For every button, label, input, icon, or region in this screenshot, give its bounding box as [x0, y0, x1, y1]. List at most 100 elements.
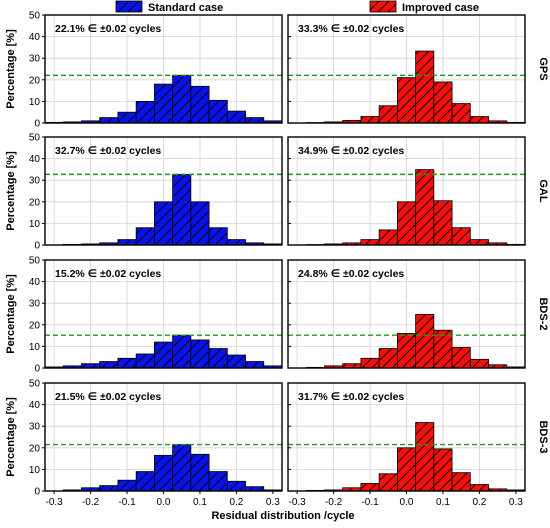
histogram-bar-hatch: [172, 75, 191, 123]
panel-bds-2-improved: 24.8% ∈ ±0.02 cycles BDS-2: [287, 259, 549, 369]
x-tick-label: 0.1: [193, 497, 207, 508]
y-tick-label: 40: [29, 32, 41, 43]
histogram-bar-hatch: [99, 485, 118, 491]
histogram-bar-hatch: [227, 481, 246, 491]
legend-swatch-hatch: [370, 1, 396, 12]
histogram-bar-hatch: [172, 335, 191, 368]
y-tick-label: 20: [29, 197, 41, 208]
histogram-bar-hatch: [397, 333, 416, 368]
histogram-bar-hatch: [154, 342, 173, 368]
panel-frame: [44, 14, 283, 124]
y-tick-label: 10: [29, 465, 41, 476]
y-tick-label: 30: [29, 422, 41, 433]
histogram-bar-hatch: [209, 227, 228, 245]
histogram-bar-hatch: [488, 364, 507, 368]
histogram-bar-hatch: [433, 200, 453, 245]
panel-annotation: 33.3% ∈ ±0.02 cycles: [298, 23, 404, 35]
histogram-bar-hatch: [342, 363, 361, 368]
y-tick-label: 50: [29, 133, 41, 144]
histogram-bar-hatch: [452, 227, 471, 245]
y-tick-label: 10: [29, 97, 41, 108]
histogram-bar-hatch: [379, 229, 398, 245]
legend-label: Improved case: [402, 2, 479, 14]
histogram-bar-hatch: [154, 201, 173, 245]
legend-item-improved: Improved case: [369, 0, 479, 14]
histogram-bar-hatch: [342, 242, 361, 245]
legend-label: Standard case: [148, 2, 223, 14]
y-tick-label: 0: [34, 119, 40, 130]
histogram-bar-hatch: [190, 339, 210, 368]
y-axis-label: Percentage [%]: [5, 29, 17, 109]
x-tick-label: -0.1: [361, 497, 379, 508]
histogram-bar-hatch: [415, 314, 434, 368]
x-tick-label: 0.3: [509, 497, 523, 508]
panel-gal-standard: 32.7% ∈ ±0.02 cycles 0 10 20 30 40 50 Percentag…: [5, 133, 283, 252]
histogram-bar-hatch: [415, 51, 434, 123]
histogram-bar-hatch: [470, 484, 489, 491]
histogram-bar-hatch: [360, 239, 380, 245]
panel-annotation: 15.2% ∈ ±0.02 cycles: [55, 268, 161, 280]
y-tick-label: 0: [34, 241, 40, 252]
x-tick-label: 0.0: [157, 497, 171, 508]
histogram-bar-hatch: [209, 100, 228, 123]
panel-bds-3-standard: 21.5% ∈ ±0.02 cycles 0 10 20 30 40 50 Percentag…: [5, 379, 283, 508]
histogram-bar-hatch: [136, 353, 155, 368]
y-tick-label: 20: [29, 443, 41, 454]
x-axis-label: Residual distribution /cycle: [211, 510, 354, 522]
histogram-bar-hatch: [342, 120, 361, 123]
y-tick-label: 30: [29, 54, 41, 65]
panel-frame: [287, 136, 526, 246]
panel-bds-3-improved: 31.7% ∈ ±0.02 cycles BDS-3 -0.3 -0.2 -0.1 0.0…: [287, 382, 549, 508]
x-tick-label: 0.0: [400, 497, 414, 508]
x-tick-label: -0.2: [82, 497, 100, 508]
histogram-bar-hatch: [117, 480, 137, 491]
histogram-bar-hatch: [397, 201, 416, 245]
histogram-bar-hatch: [227, 239, 246, 245]
x-tick-label: -0.2: [325, 497, 343, 508]
panel-annotation: 21.5% ∈ ±0.02 cycles: [55, 391, 161, 403]
y-tick-label: 40: [29, 277, 41, 288]
panel-annotation: 22.1% ∈ ±0.02 cycles: [55, 23, 161, 35]
y-axis-label: Percentage [%]: [5, 151, 17, 231]
histogram-bar-hatch: [136, 471, 155, 491]
system-label: GAL: [537, 179, 549, 203]
y-tick-label: 0: [34, 364, 40, 375]
histogram-bar-hatch: [154, 455, 173, 491]
system-label: GPS: [537, 57, 549, 80]
y-tick-label: 10: [29, 342, 41, 353]
y-tick-label: 30: [29, 299, 41, 310]
histogram-bar-hatch: [415, 169, 434, 245]
y-tick-label: 50: [29, 256, 41, 267]
histogram-bar-hatch: [263, 365, 282, 368]
histogram-bar-hatch: [245, 361, 264, 368]
histogram-bar-hatch: [470, 239, 489, 245]
histogram-bar-hatch: [379, 473, 398, 491]
histogram-bar-hatch: [488, 120, 507, 123]
panel-frame: [44, 259, 283, 369]
legend-swatch-hatch: [116, 1, 142, 12]
histogram-bar-hatch: [342, 487, 361, 491]
histogram-bar-hatch: [415, 422, 434, 491]
histogram-bar-hatch: [136, 227, 155, 245]
histogram-bar-hatch: [227, 111, 246, 123]
y-tick-label: 30: [29, 176, 41, 187]
histogram-bar-hatch: [209, 471, 228, 491]
panel-bds-2-standard: 15.2% ∈ ±0.02 cycles 0 10 20 30 40 50 Percentag…: [5, 256, 283, 375]
legend: Standard case Improved case: [115, 0, 479, 14]
panel-annotation: 34.9% ∈ ±0.02 cycles: [298, 145, 404, 157]
histogram-bar-hatch: [488, 242, 507, 245]
x-tick-label: -0.3: [45, 497, 63, 508]
histogram-bar-hatch: [117, 358, 137, 368]
histogram-bar-hatch: [245, 242, 264, 245]
y-tick-label: 10: [29, 219, 41, 230]
histogram-bar-hatch: [99, 242, 118, 245]
histogram-bar-hatch: [190, 454, 210, 491]
y-tick-label: 0: [34, 487, 40, 498]
histogram-bar-hatch: [433, 81, 453, 123]
histogram-bar-hatch: [245, 486, 264, 491]
histogram-bar-hatch: [397, 447, 416, 491]
panel-frame: [287, 259, 526, 369]
histogram-bar-hatch: [81, 487, 100, 491]
histogram-bar-hatch: [360, 358, 380, 368]
